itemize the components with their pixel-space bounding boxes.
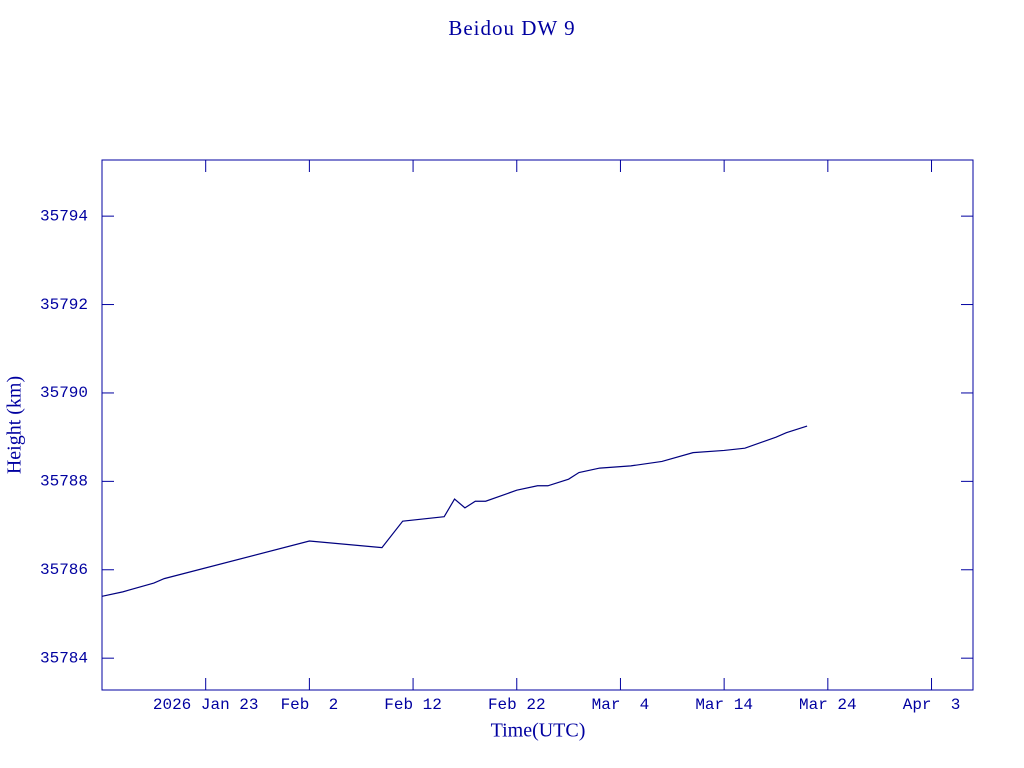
x-tick-label: Feb 12 (384, 696, 442, 714)
data-line (101, 425, 808, 597)
x-tick-label: Feb 2 (281, 696, 339, 714)
y-axis-title: Height (km) (4, 376, 26, 474)
chart-title: Beidou DW 9 (448, 16, 575, 40)
x-tick-label: Mar 4 (592, 696, 650, 714)
x-tick-label: 2026 Jan 23 (153, 696, 259, 714)
x-axis-title: Time(UTC) (491, 720, 586, 742)
x-tick-label: Mar 24 (799, 696, 857, 714)
x-tick-label: Mar 14 (695, 696, 753, 714)
x-tick-label: Apr 3 (903, 696, 961, 714)
x-tick-label: Feb 22 (488, 696, 546, 714)
y-tick-label: 35786 (40, 561, 88, 579)
y-tick-label: 35784 (40, 649, 88, 667)
y-tick-label: 35794 (40, 207, 88, 225)
y-tick-label: 35788 (40, 473, 88, 491)
y-tick-label: 35792 (40, 296, 88, 314)
y-tick-label: 35790 (40, 384, 88, 402)
plot-frame (101, 159, 974, 691)
